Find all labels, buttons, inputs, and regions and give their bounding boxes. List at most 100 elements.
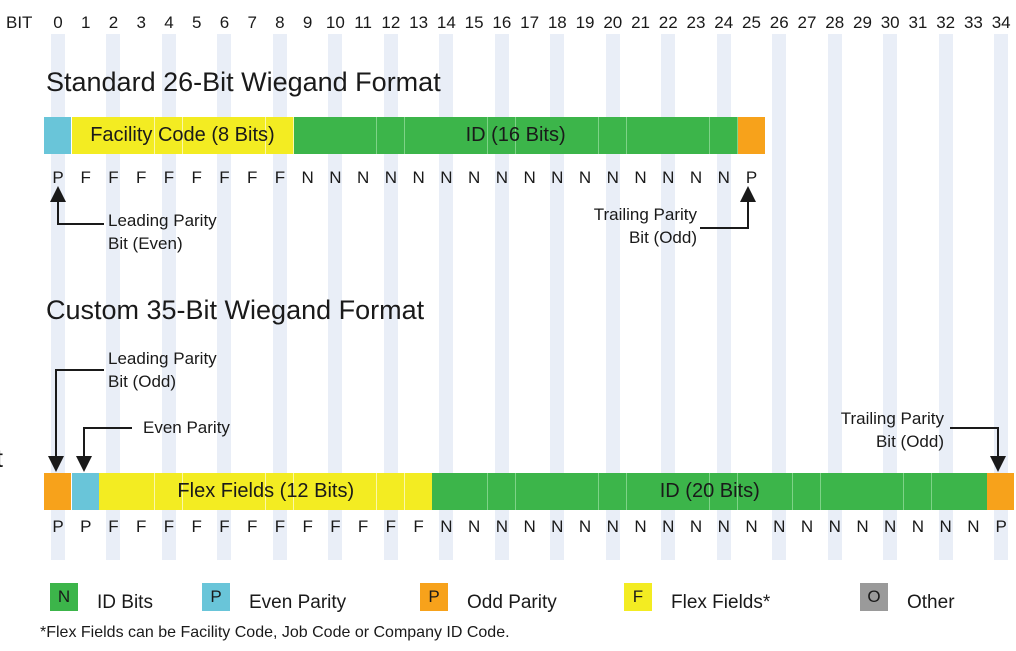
bit-number: 13 bbox=[409, 13, 429, 32]
column-stripe bbox=[827, 34, 842, 560]
column-stripe bbox=[494, 34, 509, 560]
bit-cell-id bbox=[709, 473, 738, 510]
bit-cell-odd bbox=[737, 117, 766, 154]
bit-cell-id bbox=[460, 473, 489, 510]
bit-type-letter: N bbox=[440, 517, 453, 536]
legend-label-flex: Flex Fields* bbox=[671, 592, 771, 613]
bit-type-letter: N bbox=[717, 517, 730, 536]
bit-type-letter: P bbox=[745, 168, 758, 187]
bit-number: 26 bbox=[769, 13, 789, 32]
bit-cell-id bbox=[460, 117, 489, 154]
bit-cell-id bbox=[654, 473, 683, 510]
bit-type-letter: F bbox=[274, 517, 286, 536]
id-field-label: ID (20 Bits) bbox=[659, 480, 760, 502]
bit-cell-id bbox=[598, 473, 628, 510]
bit-type-letter: N bbox=[356, 168, 370, 187]
custom-format-title: Custom 35-Bit Wiegand Format bbox=[46, 295, 425, 325]
bit-cell-id bbox=[432, 117, 461, 154]
bit-cell-flex bbox=[182, 117, 211, 154]
bit-type-letter: N bbox=[939, 517, 952, 536]
bit-number: 12 bbox=[381, 13, 401, 32]
bit-cell-flex bbox=[238, 473, 267, 510]
bit-cell-id bbox=[903, 473, 933, 510]
bit-number: 20 bbox=[603, 13, 623, 32]
bit-number: 18 bbox=[547, 13, 567, 32]
legend-label-odd: Odd Parity bbox=[467, 592, 557, 613]
bit-type-letter: N bbox=[495, 517, 508, 536]
bit-cell-id bbox=[626, 117, 655, 154]
bit-type-letter: N bbox=[689, 168, 703, 187]
bit-cell-flex bbox=[99, 473, 128, 510]
bit-type-letter: N bbox=[800, 517, 814, 536]
custom-leading-parity-note: Leading Parity Bit (Odd) bbox=[108, 349, 217, 391]
bit-cell-id bbox=[709, 117, 738, 154]
bit-cell-id bbox=[376, 117, 406, 154]
column-stripe bbox=[328, 34, 343, 560]
bit-number: 33 bbox=[963, 13, 983, 32]
bit-number: 22 bbox=[658, 13, 678, 32]
bit-type-letter: F bbox=[302, 517, 313, 536]
bit-cell-flex bbox=[349, 473, 378, 510]
bit-cell-id bbox=[931, 473, 960, 510]
legend-swatch-even: P bbox=[202, 583, 230, 611]
bit-cell-odd bbox=[44, 473, 73, 510]
bit-type-letter: F bbox=[136, 168, 147, 187]
bit-type-letter: N bbox=[606, 517, 619, 536]
bit-type-letter: N bbox=[745, 517, 758, 536]
bit-number: 34 bbox=[991, 13, 1011, 32]
bit-type-letter: N bbox=[911, 517, 925, 536]
bit-type-letter: F bbox=[246, 517, 258, 536]
column-stripe bbox=[772, 34, 787, 560]
bit-type-letter: F bbox=[219, 517, 230, 536]
bit-cell-flex bbox=[154, 473, 184, 510]
bit-number: 19 bbox=[575, 13, 595, 32]
bit-cell-id bbox=[321, 117, 350, 154]
bit-type-letter: N bbox=[440, 168, 453, 187]
bit-cell-id bbox=[571, 117, 600, 154]
legend-label-even: Even Parity bbox=[249, 592, 347, 613]
bit-type-letter: F bbox=[330, 517, 341, 536]
bit-cell-odd bbox=[987, 473, 1016, 510]
bit-number: 31 bbox=[908, 13, 928, 32]
bit-type-letter: F bbox=[413, 517, 424, 536]
bit-number: 15 bbox=[464, 13, 484, 32]
bit-number: 11 bbox=[354, 13, 372, 32]
standard-leading-parity-note: Leading Parity Bit (Even) bbox=[108, 211, 217, 253]
bit-cell-id bbox=[515, 473, 544, 510]
bit-cell-id bbox=[543, 473, 572, 510]
bit-type-letter: P bbox=[52, 168, 64, 187]
column-stripe bbox=[51, 34, 65, 560]
flex-field-label: Flex Fields (12 Bits) bbox=[177, 480, 355, 502]
custom-even-parity-note: Even Parity bbox=[143, 418, 230, 437]
bit-cell-id bbox=[293, 117, 322, 154]
bit-cell-id bbox=[515, 117, 544, 154]
bit-type-letter: N bbox=[467, 168, 481, 187]
bit-header-label: BIT bbox=[6, 13, 33, 32]
bit-cell-id bbox=[737, 473, 766, 510]
bit-cell-id bbox=[682, 117, 711, 154]
bit-number: 29 bbox=[852, 13, 872, 32]
bit-number: 10 bbox=[325, 13, 345, 32]
legend-label-id: ID Bits bbox=[97, 592, 153, 613]
bit-cell-even bbox=[44, 117, 73, 154]
bit-type-letter: F bbox=[219, 168, 230, 187]
bit-type-letter: N bbox=[773, 517, 786, 536]
bit-type-letter: F bbox=[274, 168, 286, 187]
bit-type-letter: F bbox=[163, 168, 175, 187]
bit-type-letter: P bbox=[995, 517, 1007, 536]
bit-cell-flex bbox=[404, 473, 433, 510]
bit-cell-flex bbox=[154, 117, 184, 154]
bit-type-letter: P bbox=[80, 517, 92, 536]
bit-type-letter: F bbox=[136, 517, 147, 536]
bit-number: 0 bbox=[53, 13, 63, 32]
bit-type-letter: F bbox=[80, 168, 91, 187]
bit-type-letter: N bbox=[384, 168, 398, 187]
bit-number: 24 bbox=[714, 13, 734, 32]
bit-type-letter: F bbox=[357, 517, 369, 536]
id-field-label: ID (16 Bits) bbox=[465, 124, 566, 146]
bit-cell-id bbox=[432, 473, 461, 510]
bit-type-letter: P bbox=[52, 517, 64, 536]
bit-number: 28 bbox=[825, 13, 845, 32]
bit-cell-flex bbox=[99, 117, 128, 154]
